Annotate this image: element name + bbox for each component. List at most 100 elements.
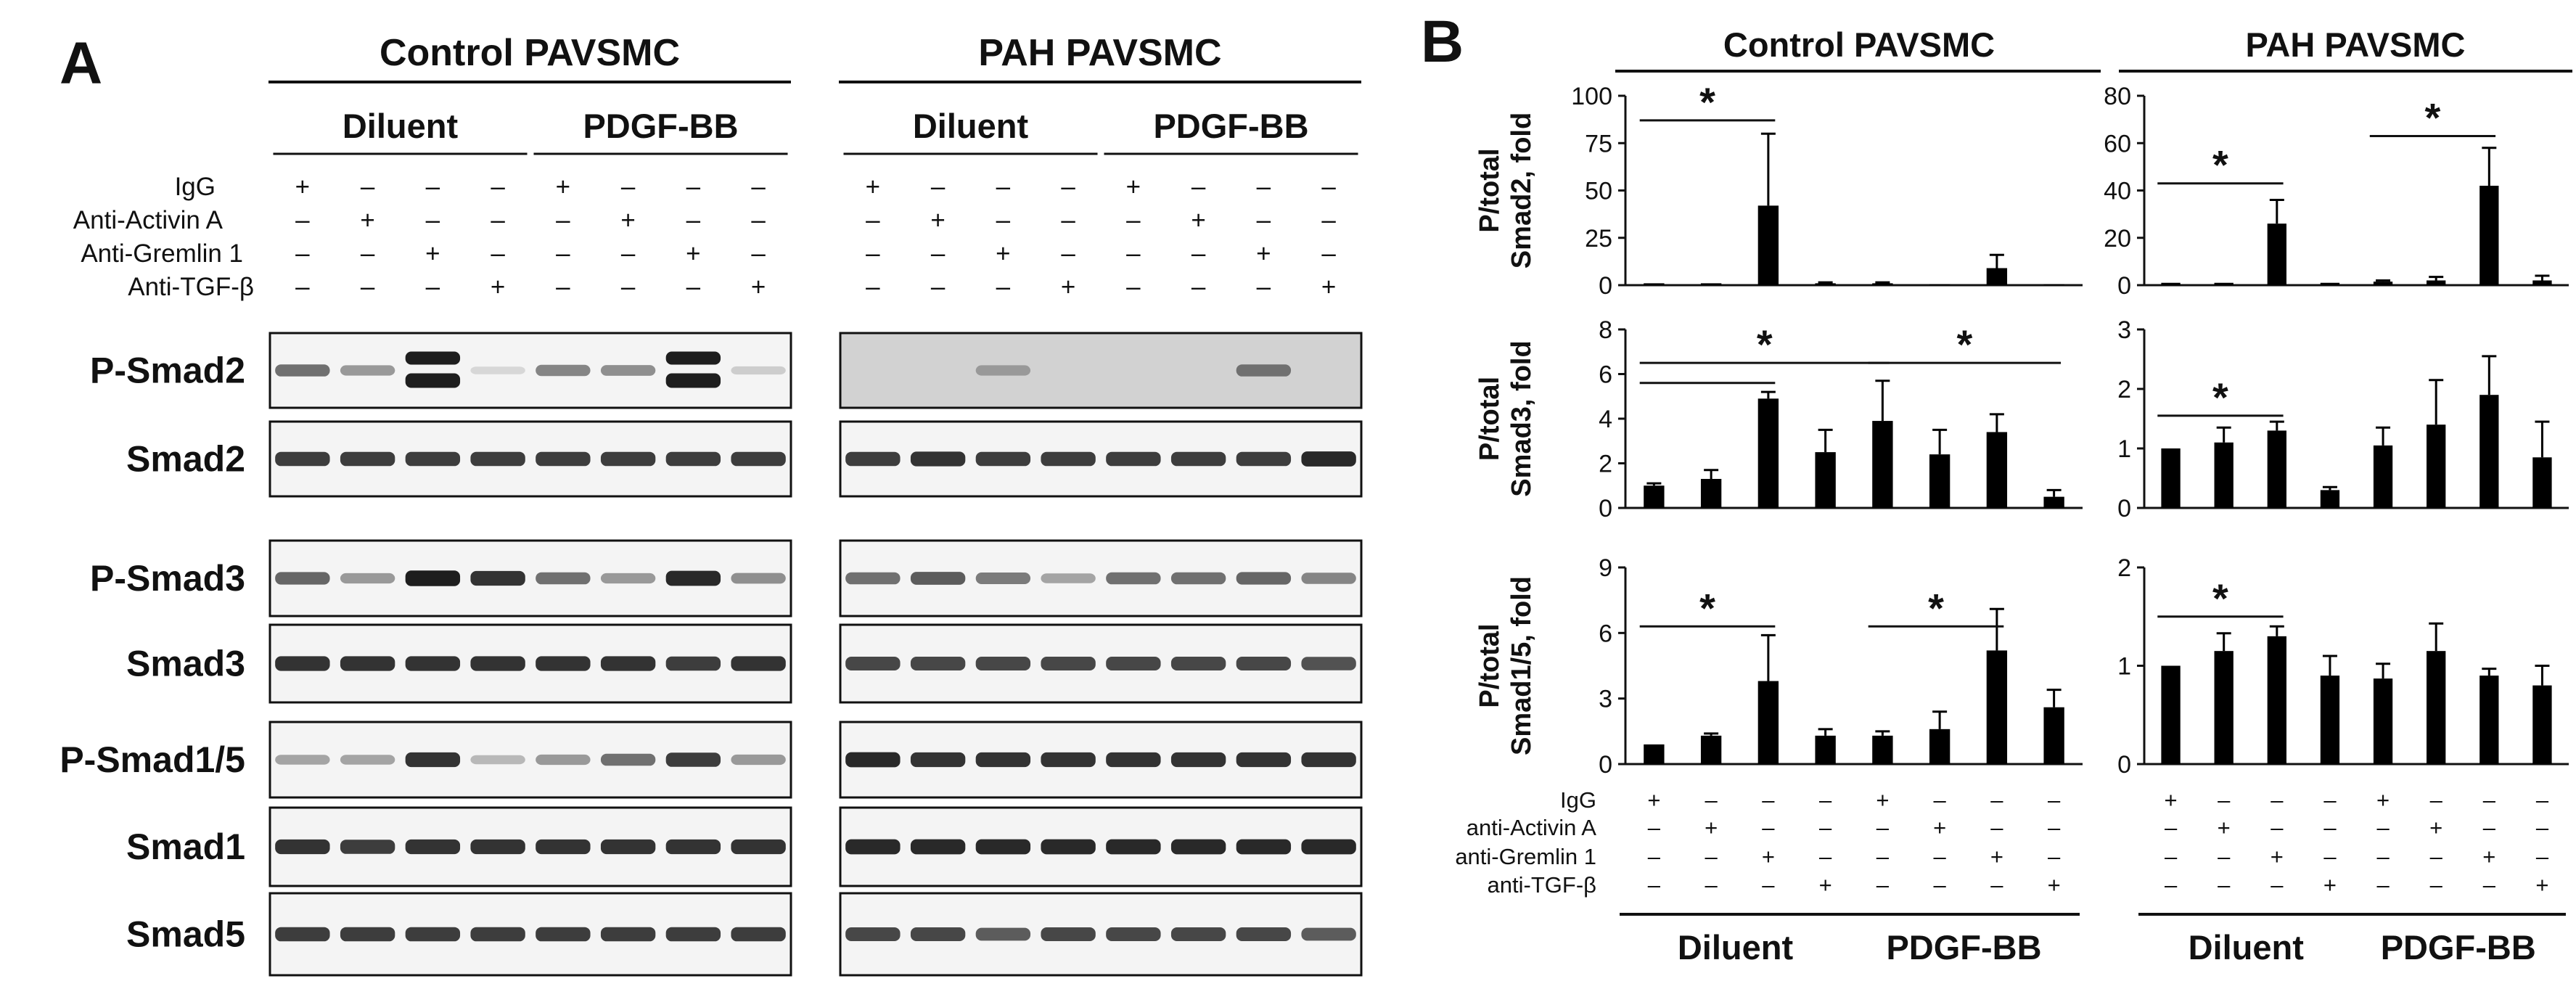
treatment-sign: –	[556, 273, 570, 301]
blot-label: P-Smad1/5	[60, 739, 245, 780]
blot-band	[600, 573, 656, 584]
blot-band	[1170, 752, 1226, 768]
treatment-sign: –	[1819, 787, 1832, 813]
treatment-sign: –	[621, 239, 636, 268]
treatment-sign: +	[620, 206, 635, 234]
significance-star: *	[1757, 321, 1773, 367]
blot-band	[910, 839, 966, 855]
treatment-label: Anti-Activin A	[73, 206, 223, 234]
blot-band	[1301, 752, 1356, 768]
blot-band	[975, 752, 1031, 768]
blot-band	[1236, 752, 1292, 768]
treatment-sign: –	[2483, 815, 2496, 840]
bar	[2320, 282, 2340, 285]
blot-band	[600, 753, 656, 766]
blot-band	[1170, 451, 1226, 467]
treatment-sign: +	[2429, 815, 2442, 840]
treatment-sign: –	[426, 273, 440, 301]
treatment-sign: +	[1876, 787, 1889, 813]
blot-band	[1041, 927, 1096, 941]
blot-band	[845, 752, 901, 768]
treatment-sign: –	[2048, 844, 2061, 869]
blot-band	[405, 451, 461, 467]
y-tick-label: 2	[2117, 376, 2131, 403]
blot-band	[470, 451, 525, 467]
blot-band	[275, 572, 330, 585]
bar	[2161, 448, 2181, 508]
treatment-sign: +	[2048, 872, 2061, 898]
blot-band	[665, 373, 721, 388]
y-tick-label: 0	[2117, 751, 2131, 779]
blot-band	[731, 754, 786, 766]
bar	[2043, 707, 2064, 764]
treatment-sign: –	[361, 273, 375, 301]
blot-band	[405, 570, 461, 586]
treatment-sign: –	[1934, 872, 1947, 898]
bar	[1700, 735, 1722, 764]
treatment-sign: –	[2536, 815, 2549, 840]
treatment-sign: –	[1257, 173, 1271, 201]
blot-band	[1301, 657, 1356, 670]
bar	[1815, 283, 1836, 285]
y-tick-label: 0	[1599, 272, 1612, 300]
blot-label: P-Smad3	[90, 558, 245, 599]
treatment-sign: –	[2165, 844, 2178, 869]
blot-band	[1041, 839, 1096, 855]
blot-band	[975, 573, 1031, 584]
panel-a-western-blots: Control PAVSMC Diluent PDGF-BB PAH PAVSMC Di…	[60, 32, 1363, 977]
bar	[2479, 676, 2499, 764]
y-tick-label: 80	[2104, 83, 2131, 110]
bar	[1986, 432, 2008, 508]
y-tick-label: 2	[2117, 554, 2131, 582]
blot-band	[665, 351, 721, 365]
blot-band	[845, 657, 901, 670]
blot-band	[910, 572, 966, 585]
bar	[2427, 280, 2446, 285]
bar	[1644, 283, 1665, 285]
bar	[1700, 283, 1722, 285]
treatment-sign: –	[2430, 844, 2443, 869]
treatment-sign: –	[2165, 872, 2178, 898]
y-tick-label: 20	[2104, 225, 2131, 253]
blot-band	[536, 364, 591, 377]
treatment-sign: –	[1126, 239, 1141, 268]
treatment-label: IgG	[175, 173, 216, 201]
significance-star: *	[1956, 321, 1972, 367]
treatment-sign: –	[1990, 787, 2003, 813]
y-tick-label: 8	[1599, 316, 1612, 344]
blot-band	[910, 752, 966, 768]
blot-band	[470, 927, 525, 942]
condition-label: PDGF-BB	[583, 107, 738, 145]
treatment-sign: +	[1256, 239, 1271, 268]
blot-band	[665, 570, 721, 586]
bar	[2479, 395, 2499, 508]
treatment-sign: –	[1762, 815, 1775, 840]
treatment-label: anti-TGF-β	[1488, 872, 1596, 898]
blot-label: Smad3	[126, 644, 245, 684]
blot-band	[665, 839, 721, 855]
treatment-sign: +	[996, 239, 1010, 268]
treatment-sign: +	[1762, 844, 1775, 869]
bar	[1929, 284, 1951, 285]
chart-column-title: Control PAVSMC	[1723, 25, 1995, 64]
blot-band	[975, 365, 1031, 376]
blot-band	[340, 656, 395, 671]
treatment-sign: –	[2218, 844, 2231, 869]
blot-band	[536, 656, 591, 671]
group-title: PAH PAVSMC	[978, 32, 1221, 74]
panel-a-label: A	[60, 30, 102, 97]
treatment-sign: –	[1648, 815, 1661, 840]
treatment-sign: –	[931, 173, 946, 201]
treatment-sign: +	[1191, 206, 1205, 234]
treatment-sign: –	[295, 206, 310, 234]
blot-band	[975, 927, 1031, 941]
treatment-sign: +	[2323, 872, 2337, 898]
treatment-sign: –	[2271, 872, 2284, 898]
blot-band	[1170, 657, 1226, 670]
condition-label: PDGF-BB	[2381, 928, 2536, 967]
treatment-sign: –	[426, 173, 440, 201]
treatment-sign: –	[1321, 239, 1336, 268]
blot-band	[340, 365, 395, 376]
significance-star: *	[1699, 79, 1715, 125]
treatment-sign: –	[2376, 872, 2390, 898]
